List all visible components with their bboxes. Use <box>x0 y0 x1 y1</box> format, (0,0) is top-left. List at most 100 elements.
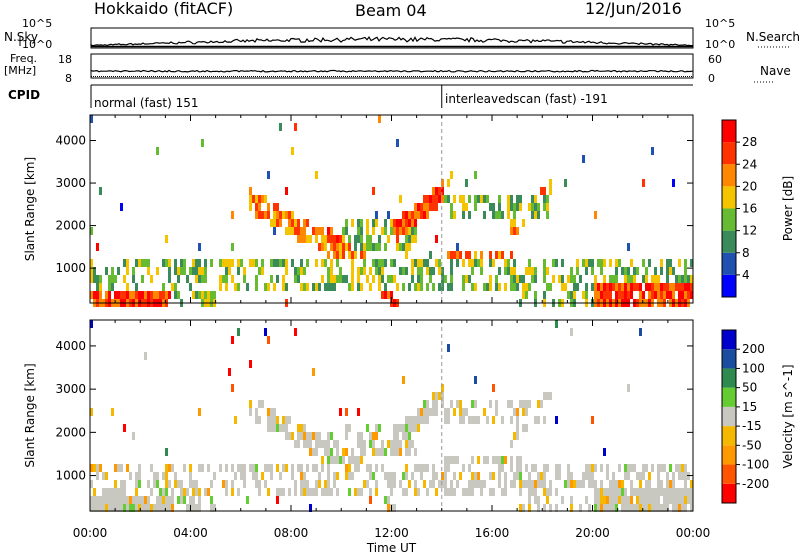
power-cell <box>171 283 174 291</box>
velocity-cell <box>96 504 99 512</box>
power-cell <box>180 259 183 267</box>
power-cell <box>420 211 423 219</box>
power-cell <box>141 275 144 283</box>
velocity-cell <box>600 480 603 488</box>
velocity-cell <box>648 504 651 512</box>
velocity-cell <box>414 424 417 432</box>
velocity-cell <box>435 392 438 400</box>
velocity-cell <box>270 408 273 416</box>
power-cell <box>603 259 606 267</box>
velocity-cell <box>264 480 267 488</box>
power-cell <box>375 211 378 219</box>
power-cell <box>666 291 669 299</box>
velocity-cell <box>126 496 129 504</box>
velocity-cell <box>672 480 675 488</box>
power-cell <box>429 275 432 283</box>
power-cell <box>660 259 663 267</box>
power-cell <box>528 267 531 275</box>
velocity-cell <box>456 480 459 488</box>
velocity-cell <box>114 496 117 504</box>
power-cell <box>444 275 447 283</box>
power-cell <box>429 267 432 275</box>
power-cell <box>285 283 288 291</box>
power-cell <box>387 291 390 299</box>
velocity-cell <box>213 504 216 512</box>
velocity-cell <box>504 488 507 496</box>
velocity-cell <box>198 408 201 416</box>
velocity-cell <box>282 424 285 432</box>
velocity-cell <box>225 480 228 488</box>
velocity-cell <box>606 464 609 472</box>
power-cell <box>318 243 321 251</box>
power-cell <box>462 203 465 211</box>
power-cell <box>681 283 684 291</box>
power-cell <box>162 283 165 291</box>
velocity-cell <box>102 472 105 480</box>
power-colorbar-tick-label: 16 <box>742 202 757 216</box>
velocity-cell <box>612 472 615 480</box>
velocity-cell <box>441 472 444 480</box>
velocity-cell <box>504 456 507 464</box>
velocity-cell <box>600 488 603 496</box>
velocity-cell <box>546 496 549 504</box>
velocity-cell <box>627 464 630 472</box>
power-cell <box>132 267 135 275</box>
power-cell <box>669 259 672 267</box>
velocity-cell <box>666 472 669 480</box>
velocity-cell <box>612 488 615 496</box>
power-cell <box>255 195 258 203</box>
velocity-cell <box>645 496 648 504</box>
power-colorbar-tick-label: 20 <box>742 179 757 193</box>
velocity-cell <box>660 504 663 512</box>
power-cell <box>399 219 402 227</box>
velocity-cell <box>528 496 531 504</box>
velocity-cell <box>528 472 531 480</box>
power-cell <box>609 275 612 283</box>
power-cell <box>516 227 519 235</box>
velocity-cell <box>345 408 348 416</box>
power-cell <box>372 243 375 251</box>
power-cell <box>642 259 645 267</box>
power-cell <box>141 291 144 299</box>
power-cell <box>660 291 663 299</box>
velocity-cell <box>474 480 477 488</box>
velocity-colorbar-tick-label: 100 <box>742 361 765 375</box>
velocity-cell <box>627 504 630 512</box>
velocity-cell <box>441 400 444 408</box>
velocity-cell <box>93 504 96 512</box>
velocity-cell <box>435 472 438 480</box>
power-cell <box>405 235 408 243</box>
power-cell <box>144 291 147 299</box>
velocity-cell <box>237 328 240 336</box>
power-cell <box>690 275 693 283</box>
power-cell <box>327 227 330 235</box>
velocity-colorbar-swatch <box>722 349 736 369</box>
velocity-cell <box>180 480 183 488</box>
velocity-cell <box>495 456 498 464</box>
velocity-cell <box>177 480 180 488</box>
power-cell <box>441 195 444 203</box>
velocity-cell <box>198 504 201 512</box>
velocity-cell <box>114 488 117 496</box>
velocity-cell <box>99 504 102 512</box>
velocity-cell <box>588 464 591 472</box>
velocity-cell <box>378 448 381 456</box>
velocity-cell <box>501 488 504 496</box>
velocity-cell <box>408 448 411 456</box>
power-cell <box>663 283 666 291</box>
power-cell <box>582 291 585 299</box>
velocity-cell <box>129 472 132 480</box>
power-cell <box>585 283 588 291</box>
velocity-cell <box>489 472 492 480</box>
velocity-cell <box>423 400 426 408</box>
power-cell <box>273 283 276 291</box>
power-cell <box>411 235 414 243</box>
power-cell <box>156 147 159 155</box>
velocity-cell <box>651 488 654 496</box>
power-cell <box>351 219 354 227</box>
velocity-cell <box>357 432 360 440</box>
power-cell <box>375 259 378 267</box>
velocity-cell <box>90 496 93 504</box>
velocity-cell <box>183 488 186 496</box>
velocity-cell <box>453 456 456 464</box>
